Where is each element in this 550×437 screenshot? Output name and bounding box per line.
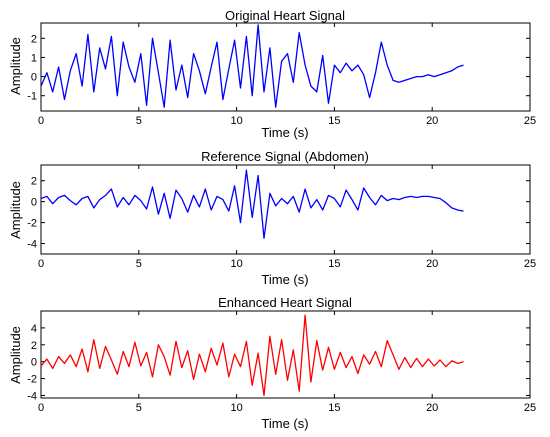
- y-tick-label: 4: [31, 323, 37, 335]
- x-tick-label: 25: [524, 258, 536, 270]
- x-tick-label: 15: [328, 115, 340, 127]
- y-tick-label: 2: [31, 33, 37, 45]
- chart-title: Reference Signal (Abdomen): [201, 149, 369, 164]
- signal-line: [40, 169, 464, 239]
- x-tick-label: 20: [426, 258, 438, 270]
- y-axis-label: Amplitude: [8, 326, 23, 384]
- x-tick-label: 25: [524, 402, 536, 414]
- x-tick-label: 15: [328, 402, 340, 414]
- x-tick-label: 5: [136, 258, 142, 270]
- x-tick-label: 10: [230, 402, 242, 414]
- y-tick-label: -4: [27, 239, 37, 251]
- x-tick-label: 5: [136, 115, 142, 127]
- reference-signal-plot: Reference Signal (Abdomen) Amplitude Tim…: [8, 149, 536, 287]
- x-tick-label: 20: [426, 115, 438, 127]
- original-heart-signal-plot: Original Heart Signal Amplitude Time (s)…: [8, 8, 536, 140]
- y-tick-label: -4: [27, 390, 37, 402]
- enhanced-heart-signal-plot: Enhanced Heart Signal Amplitude Time (s)…: [8, 295, 536, 431]
- plot-area: [40, 310, 531, 399]
- x-axis-label: Time (s): [261, 416, 308, 431]
- y-tick-label: 0: [31, 357, 37, 369]
- x-tick-label: 0: [38, 115, 44, 127]
- x-tick-label: 10: [230, 115, 242, 127]
- y-tick-label: -2: [27, 374, 37, 386]
- y-tick-label: 0: [31, 197, 37, 209]
- y-tick-label: -2: [27, 218, 37, 230]
- x-tick-label: 25: [524, 115, 536, 127]
- y-axis-label: Amplitude: [8, 181, 23, 239]
- y-tick-label: 2: [31, 340, 37, 352]
- y-tick-label: 2: [31, 176, 37, 188]
- chart-title: Enhanced Heart Signal: [218, 295, 352, 310]
- y-tick-label: 1: [31, 52, 37, 64]
- x-axis-label: Time (s): [261, 125, 308, 140]
- x-tick-label: 15: [328, 258, 340, 270]
- x-tick-label: 20: [426, 402, 438, 414]
- signal-line: [40, 314, 464, 397]
- x-axis-label: Time (s): [261, 272, 308, 287]
- signal-line: [40, 24, 464, 108]
- x-tick-label: 10: [230, 258, 242, 270]
- y-tick-label: 0: [31, 72, 37, 84]
- x-tick-label: 0: [38, 402, 44, 414]
- plot-area: [40, 164, 531, 255]
- x-tick-label: 5: [136, 402, 142, 414]
- y-tick-label: -1: [27, 91, 37, 103]
- chart-title: Original Heart Signal: [225, 8, 345, 23]
- plot-area: [40, 22, 531, 112]
- x-tick-label: 0: [38, 258, 44, 270]
- y-axis-label: Amplitude: [8, 37, 23, 95]
